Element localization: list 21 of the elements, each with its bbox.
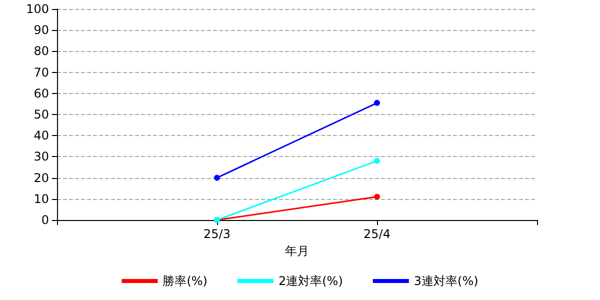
y-tick-label: 30 [34,150,49,164]
legend-label: 勝率(%) [162,274,208,288]
x-tick-label: 25/4 [364,227,390,241]
x-tick-label: 25/3 [204,227,230,241]
y-tick-label: 80 [34,44,49,58]
y-tick-label: 20 [34,170,49,185]
legend-label: 3連対率(%) [414,274,478,288]
y-tick-label: 100 [26,2,49,16]
y-tick-label: 90 [34,23,49,38]
point [374,100,380,106]
point [374,158,380,164]
x-axis-title: 年月 [285,244,309,258]
point [214,174,220,181]
legend-label: 2連対率(%) [278,274,343,288]
y-tick-label: 60 [34,86,49,100]
y-tick-label: 10 [34,192,49,206]
y-tick-label: 70 [34,65,49,80]
y-tick-label: 50 [34,108,49,122]
y-tick-label: 40 [34,128,49,143]
point [374,194,380,200]
y-tick-label: 0 [41,213,49,227]
